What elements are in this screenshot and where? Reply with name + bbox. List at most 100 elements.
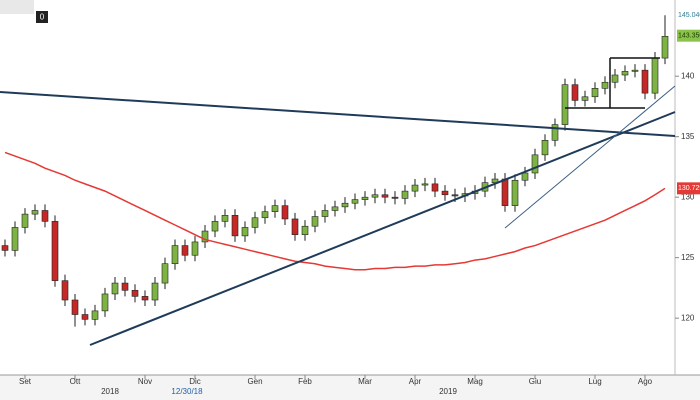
toolbar-icons[interactable]: [0, 0, 34, 14]
moving-average: [4, 151, 666, 271]
price-label-box: [677, 9, 700, 22]
candle-body: [301, 225, 309, 235]
price-label: 130.7299: [678, 185, 700, 192]
candle-body: [321, 210, 329, 217]
candle-body: [221, 215, 229, 222]
candle-body: [211, 221, 219, 232]
candle-body: [41, 210, 49, 222]
support-line: [89, 111, 676, 346]
candle-body: [571, 84, 579, 101]
x-tick-label: Gen: [247, 377, 262, 386]
candle-body: [131, 290, 139, 297]
candle-body: [51, 221, 59, 281]
candle-body: [91, 310, 99, 320]
candle-body: [271, 205, 279, 212]
candle-body: [541, 140, 549, 156]
candle-body: [641, 69, 649, 94]
candle-body: [581, 96, 589, 101]
candle-body: [431, 183, 439, 192]
thin-trend-line: [504, 85, 676, 229]
candle-body: [281, 205, 289, 220]
candle-body: [331, 206, 339, 211]
y-tick-label: 125: [681, 253, 695, 262]
candle-body: [341, 202, 349, 208]
candle-body: [351, 199, 359, 204]
candle-body: [551, 124, 559, 141]
x-tick-label: Nov: [138, 377, 152, 386]
toolbar-label: 0: [40, 13, 45, 22]
candle-body: [201, 230, 209, 243]
price-label-box: [677, 29, 700, 42]
x-tick-label: Mar: [358, 377, 372, 386]
candle-body: [621, 71, 629, 76]
candle-body: [181, 245, 189, 256]
candle-body: [111, 282, 119, 295]
candle-body: [381, 194, 389, 198]
x-tick-label: Set: [19, 377, 32, 386]
candle-body: [151, 282, 159, 301]
candle-body: [631, 69, 639, 72]
candle-body: [501, 178, 509, 206]
candle-body: [11, 227, 19, 251]
price-label: 145.0400: [678, 12, 700, 19]
candle-body: [651, 57, 659, 94]
y-tick-label: 120: [681, 313, 695, 322]
y-tick-label: 140: [681, 71, 695, 80]
candle-body: [511, 179, 519, 206]
toolbar-button[interactable]: [36, 11, 48, 23]
y-tick-label: 135: [681, 132, 695, 141]
candle-body: [311, 216, 319, 227]
candle-body: [81, 314, 89, 320]
candle-body: [611, 74, 619, 83]
candle-body: [441, 190, 449, 196]
candle-body: [601, 81, 609, 89]
candle-body: [371, 194, 379, 198]
candle-body: [61, 280, 69, 301]
candle-body: [21, 213, 29, 228]
candle-body: [391, 196, 399, 199]
x-tick-label: Giu: [529, 377, 541, 386]
candle-body: [411, 184, 419, 192]
year-label: 2018: [101, 387, 119, 396]
x-tick-label: Dic: [189, 377, 201, 386]
candle-body: [561, 84, 569, 125]
candle-body: [531, 154, 539, 174]
candle-body: [71, 299, 79, 315]
x-tick-label: Lug: [588, 377, 601, 386]
year-label: 2019: [439, 387, 457, 396]
candle-body: [121, 282, 129, 291]
x-tick-label: Apr: [409, 377, 422, 386]
candle-body: [361, 196, 369, 200]
candle-body: [31, 210, 39, 215]
candle-body: [291, 218, 299, 235]
candle-body: [141, 296, 149, 301]
candle-body: [171, 245, 179, 265]
x-tick-label: Mag: [467, 377, 483, 386]
candle-body: [251, 217, 259, 228]
candle-body: [451, 194, 459, 197]
candle-body: [401, 190, 409, 199]
candle-body: [421, 183, 429, 186]
candle-body: [1, 245, 9, 251]
candle-body: [101, 293, 109, 312]
candle-body: [591, 88, 599, 98]
candle-body: [161, 263, 169, 284]
candle-body: [241, 227, 249, 237]
x-axis-strip: [0, 375, 700, 400]
candle-body: [661, 35, 669, 59]
price-label: 143.3500: [678, 33, 700, 40]
price-label-box: [677, 182, 700, 195]
toolbar: 0: [0, 0, 48, 23]
candle-body: [191, 241, 199, 256]
trend-lines: [0, 57, 676, 346]
candle-body: [261, 211, 269, 219]
y-tick-label: 130: [681, 192, 695, 201]
x-tick-label: Ago: [638, 377, 653, 386]
x-tick-label: Feb: [298, 377, 312, 386]
year-label: 12/30/18: [171, 387, 203, 396]
candle-body: [231, 215, 239, 237]
resistance-line: [0, 91, 676, 137]
x-tick-label: Ott: [70, 377, 81, 386]
candle-body: [521, 172, 529, 181]
